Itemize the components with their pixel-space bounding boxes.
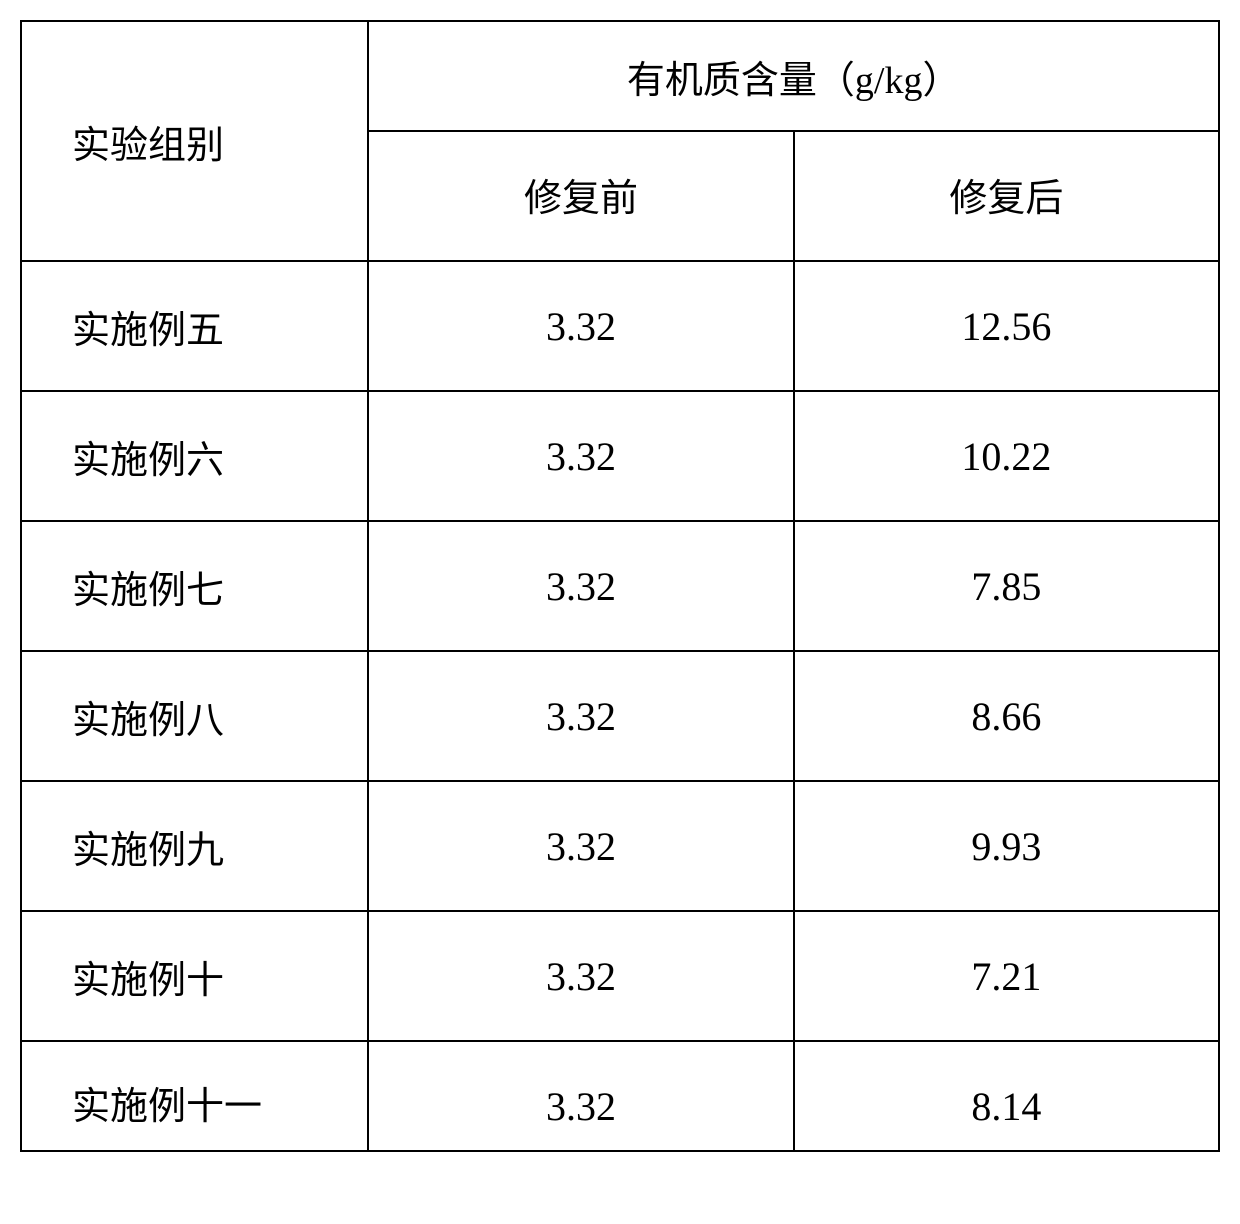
- table-row: 实施例六 3.32 10.22: [21, 391, 1219, 521]
- data-table-container: 实验组别 有机质含量（g/kg） 修复前 修复后 实施例五 3.32 12.56…: [20, 20, 1220, 1152]
- cell-after: 10.22: [794, 391, 1219, 521]
- cell-before: 3.32: [368, 1041, 793, 1151]
- cell-after: 8.14: [794, 1041, 1219, 1151]
- table-row: 实施例八 3.32 8.66: [21, 651, 1219, 781]
- cell-before: 3.32: [368, 911, 793, 1041]
- header-group-label: 实验组别: [21, 21, 368, 261]
- organic-content-table: 实验组别 有机质含量（g/kg） 修复前 修复后 实施例五 3.32 12.56…: [20, 20, 1220, 1152]
- header-content-label: 有机质含量（g/kg）: [368, 21, 1219, 131]
- row-label: 实施例七: [21, 521, 368, 651]
- cell-before: 3.32: [368, 781, 793, 911]
- subheader-before: 修复前: [368, 131, 793, 261]
- cell-after: 9.93: [794, 781, 1219, 911]
- table-header-row-1: 实验组别 有机质含量（g/kg）: [21, 21, 1219, 131]
- cell-before: 3.32: [368, 391, 793, 521]
- cell-after: 7.85: [794, 521, 1219, 651]
- subheader-after: 修复后: [794, 131, 1219, 261]
- table-row: 实施例十一 3.32 8.14: [21, 1041, 1219, 1151]
- cell-before: 3.32: [368, 261, 793, 391]
- table-row: 实施例五 3.32 12.56: [21, 261, 1219, 391]
- cell-after: 8.66: [794, 651, 1219, 781]
- row-label: 实施例十一: [21, 1041, 368, 1151]
- table-row: 实施例十 3.32 7.21: [21, 911, 1219, 1041]
- cell-before: 3.32: [368, 521, 793, 651]
- row-label: 实施例十: [21, 911, 368, 1041]
- table-row: 实施例七 3.32 7.85: [21, 521, 1219, 651]
- table-row: 实施例九 3.32 9.93: [21, 781, 1219, 911]
- row-label: 实施例六: [21, 391, 368, 521]
- row-label: 实施例九: [21, 781, 368, 911]
- row-label: 实施例八: [21, 651, 368, 781]
- row-label: 实施例五: [21, 261, 368, 391]
- cell-after: 7.21: [794, 911, 1219, 1041]
- cell-after: 12.56: [794, 261, 1219, 391]
- cell-before: 3.32: [368, 651, 793, 781]
